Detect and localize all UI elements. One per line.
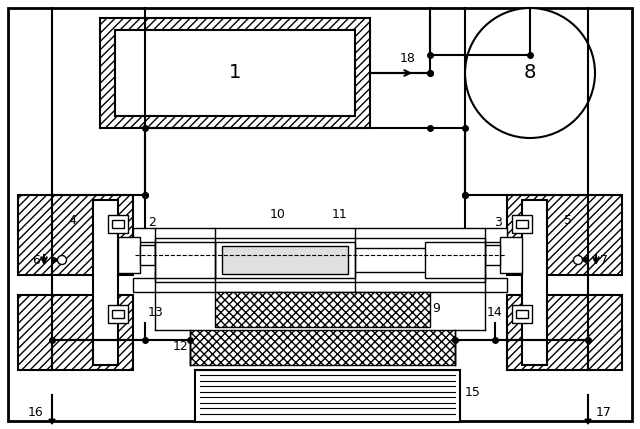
Ellipse shape bbox=[58, 256, 67, 265]
Bar bbox=[507, 195, 622, 275]
Bar bbox=[215, 242, 355, 278]
Bar bbox=[522, 200, 547, 365]
Text: 12: 12 bbox=[172, 339, 188, 353]
Bar bbox=[215, 292, 430, 327]
Text: 5: 5 bbox=[564, 214, 572, 227]
Text: 7: 7 bbox=[600, 254, 608, 266]
Bar bbox=[485, 245, 500, 265]
Polygon shape bbox=[49, 419, 55, 424]
Text: 11: 11 bbox=[332, 208, 348, 221]
Text: 8: 8 bbox=[524, 63, 536, 82]
Bar bbox=[133, 278, 507, 292]
Bar bbox=[18, 295, 133, 370]
Text: 15: 15 bbox=[465, 386, 481, 399]
Bar bbox=[425, 242, 485, 278]
Text: 9: 9 bbox=[432, 302, 440, 314]
Text: 4: 4 bbox=[68, 214, 76, 227]
Ellipse shape bbox=[573, 256, 582, 265]
Bar bbox=[100, 18, 370, 128]
Bar bbox=[195, 370, 460, 422]
Text: 6: 6 bbox=[32, 254, 40, 266]
Bar bbox=[155, 238, 485, 248]
Bar bbox=[133, 228, 507, 242]
Bar bbox=[155, 272, 485, 282]
Text: 10: 10 bbox=[270, 208, 286, 221]
Polygon shape bbox=[585, 419, 591, 424]
Bar bbox=[507, 295, 622, 370]
Bar bbox=[516, 220, 528, 228]
Bar bbox=[112, 220, 124, 228]
Bar bbox=[112, 310, 124, 318]
Bar bbox=[118, 237, 140, 273]
Ellipse shape bbox=[465, 8, 595, 138]
Bar bbox=[155, 242, 215, 278]
Bar bbox=[512, 305, 532, 323]
Bar bbox=[140, 245, 155, 265]
Text: 2: 2 bbox=[148, 215, 156, 229]
Bar bbox=[18, 195, 133, 275]
Bar bbox=[190, 330, 455, 365]
Bar bbox=[500, 237, 522, 273]
Text: 13: 13 bbox=[148, 305, 164, 318]
Text: 1: 1 bbox=[229, 63, 241, 82]
Text: 18: 18 bbox=[400, 51, 416, 64]
Bar bbox=[108, 305, 128, 323]
Bar bbox=[93, 200, 118, 365]
Bar bbox=[222, 246, 348, 274]
Text: 14: 14 bbox=[486, 305, 502, 318]
Bar bbox=[516, 310, 528, 318]
Text: 17: 17 bbox=[596, 405, 612, 419]
Bar bbox=[512, 215, 532, 233]
Text: 3: 3 bbox=[494, 215, 502, 229]
Text: 16: 16 bbox=[28, 405, 44, 419]
Bar bbox=[108, 215, 128, 233]
Bar bbox=[115, 30, 355, 116]
